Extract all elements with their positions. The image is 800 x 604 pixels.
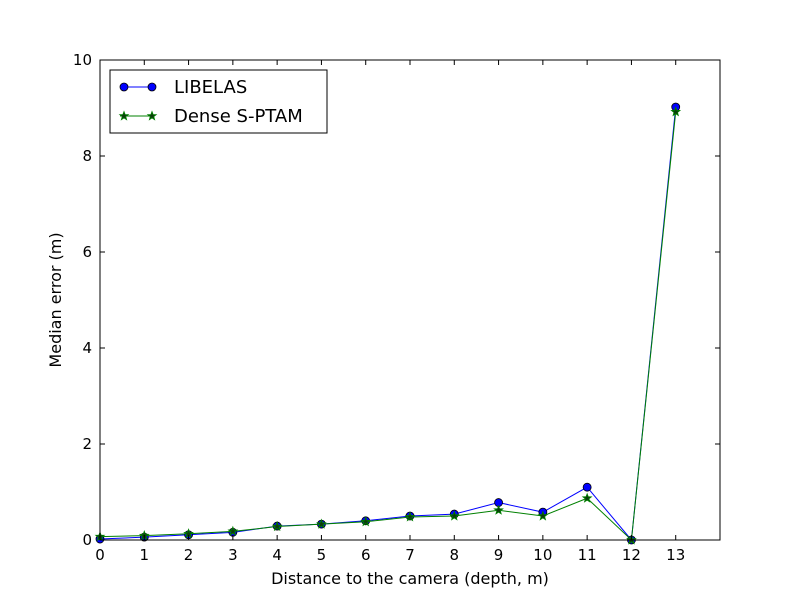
data-point	[227, 525, 239, 536]
legend-label: Dense S-PTAM	[174, 106, 303, 127]
y-tick-label: 10	[73, 51, 92, 69]
x-tick-label: 7	[405, 546, 415, 564]
x-tick-label: 4	[272, 546, 282, 564]
y-axis-label: Median error (m)	[46, 232, 65, 367]
x-tick-label: 8	[450, 546, 460, 564]
legend-marker	[146, 110, 158, 121]
x-tick-label: 9	[494, 546, 504, 564]
legend-entry-2: Dense S-PTAM	[118, 106, 303, 127]
data-point	[582, 482, 592, 492]
y-tick-label: 4	[82, 339, 92, 357]
x-tick-label: 2	[184, 546, 194, 564]
legend-label: LIBELAS	[174, 77, 247, 98]
data-point	[581, 492, 593, 503]
legend-marker	[147, 82, 157, 92]
series-line	[99, 106, 677, 542]
legend-box	[109, 69, 328, 134]
y-tick-label: 0	[82, 531, 92, 549]
x-tick-label: 3	[228, 546, 238, 564]
x-tick-label: 10	[533, 546, 552, 564]
data-point	[404, 511, 416, 522]
data-point	[316, 518, 327, 529]
y-tick-label: 2	[82, 435, 92, 453]
x-tick-label: 0	[95, 546, 105, 564]
y-tick-label: 8	[82, 147, 92, 165]
data-point	[537, 510, 549, 521]
data-point	[360, 516, 372, 527]
series-2	[94, 106, 682, 545]
x-tick-label: 12	[622, 546, 641, 564]
series-1	[95, 102, 681, 545]
series-line	[99, 111, 677, 542]
legend-marker	[118, 110, 130, 121]
x-tick-label: 11	[578, 546, 597, 564]
x-axis-label: Distance to the camera (depth, m)	[271, 569, 549, 588]
legend-entry-1: LIBELAS	[119, 77, 247, 98]
series-layer	[94, 102, 682, 545]
data-point	[271, 520, 283, 532]
x-tick-label: 5	[317, 546, 327, 564]
x-tick-label: 1	[140, 546, 150, 564]
y-tick-label: 6	[82, 243, 92, 261]
x-tick-label: 6	[361, 546, 371, 564]
data-point	[670, 106, 682, 117]
data-point	[493, 504, 504, 515]
legend: LIBELAS Dense S-PTAM	[109, 69, 328, 134]
x-tick-label: 13	[666, 546, 685, 564]
data-point	[448, 510, 460, 521]
legend-marker	[119, 82, 129, 92]
